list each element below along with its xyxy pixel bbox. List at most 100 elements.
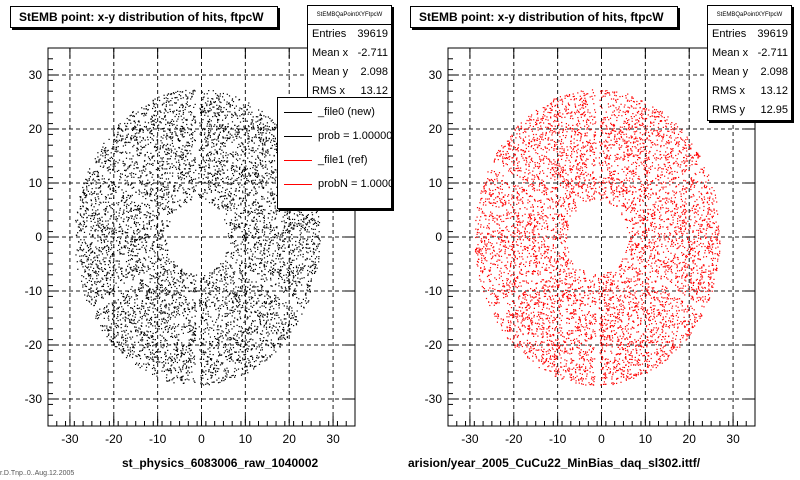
scatter-point — [158, 235, 160, 237]
scatter-point — [165, 123, 167, 126]
scatter-point — [109, 270, 111, 272]
scatter-point — [230, 298, 233, 300]
scatter-point — [264, 161, 267, 163]
scatter-point — [192, 118, 195, 120]
scatter-point — [92, 218, 95, 220]
scatter-point — [205, 145, 207, 147]
scatter-point — [143, 363, 145, 365]
scatter-point — [248, 173, 250, 175]
scatter-point — [191, 183, 193, 185]
scatter-point — [136, 206, 139, 208]
scatter-point — [225, 344, 228, 346]
scatter-point — [253, 217, 255, 219]
scatter-point — [104, 275, 106, 277]
scatter-point — [190, 153, 192, 155]
scatter-point — [144, 234, 146, 236]
scatter-point — [262, 140, 264, 142]
scatter-point — [244, 192, 246, 194]
scatter-point — [152, 162, 154, 165]
scatter-point — [221, 304, 223, 306]
scatter-point — [312, 208, 314, 210]
scatter-point — [236, 137, 238, 139]
scatter-point — [135, 113, 137, 115]
scatter-point — [288, 286, 290, 288]
scatter-point — [147, 193, 149, 195]
scatter-point — [108, 197, 111, 199]
scatter-point — [176, 347, 178, 349]
scatter-point — [278, 298, 280, 300]
scatter-point — [253, 228, 255, 230]
scatter-point — [104, 162, 106, 164]
scatter-point — [194, 289, 196, 291]
scatter-point — [139, 177, 141, 179]
scatter-point — [171, 303, 173, 305]
scatter-point — [292, 267, 295, 269]
scatter-point — [163, 193, 165, 195]
scatter-point — [163, 194, 165, 196]
scatter-point — [149, 136, 152, 138]
scatter-point — [97, 317, 100, 319]
scatter-point — [99, 250, 101, 252]
scatter-point — [276, 227, 278, 229]
scatter-point — [85, 255, 87, 257]
scatter-point — [265, 265, 267, 267]
scatter-point — [231, 252, 233, 254]
scatter-point — [109, 218, 111, 220]
scatter-point — [184, 199, 186, 201]
scatter-point — [283, 262, 285, 264]
scatter-point — [277, 243, 279, 245]
scatter-point — [160, 184, 162, 186]
scatter-point — [159, 292, 161, 294]
scatter-point — [183, 295, 185, 297]
scatter-point — [250, 348, 253, 350]
scatter-point — [168, 327, 171, 329]
scatter-point — [248, 328, 250, 330]
scatter-point — [169, 182, 171, 184]
scatter-point — [155, 103, 157, 105]
scatter-point — [145, 363, 147, 365]
scatter-point — [132, 111, 134, 113]
scatter-point — [119, 207, 121, 209]
scatter-point — [162, 347, 164, 349]
scatter-point — [229, 133, 231, 135]
scatter-point — [272, 274, 274, 276]
scatter-point — [150, 193, 152, 196]
scatter-point — [256, 183, 258, 185]
scatter-point — [170, 365, 172, 367]
scatter-point — [268, 129, 270, 131]
scatter-point — [227, 111, 229, 113]
scatter-point — [255, 116, 257, 118]
scatter-point — [241, 260, 243, 262]
scatter-point — [217, 341, 219, 344]
scatter-point — [205, 313, 207, 315]
scatter-point — [211, 146, 213, 148]
scatter-point — [244, 340, 246, 342]
scatter-point — [140, 129, 142, 131]
scatter-point — [104, 149, 106, 152]
scatter-point — [248, 126, 250, 128]
scatter-point — [145, 105, 147, 107]
scatter-point — [171, 276, 173, 278]
scatter-point — [248, 258, 250, 260]
scatter-point — [171, 335, 173, 337]
scatter-point — [229, 202, 231, 204]
scatter-point — [100, 280, 102, 282]
scatter-point — [272, 122, 274, 124]
scatter-point — [261, 187, 264, 189]
scatter-point — [237, 286, 240, 288]
scatter-point — [225, 282, 227, 284]
scatter-point — [222, 346, 225, 348]
scatter-point — [139, 259, 141, 261]
scatter-point — [306, 231, 308, 233]
scatter-point — [194, 178, 197, 180]
scatter-point — [195, 274, 198, 276]
scatter-point — [188, 372, 191, 374]
scatter-point — [134, 133, 136, 135]
scatter-point — [214, 197, 216, 199]
scatter-point — [231, 328, 233, 330]
scatter-point — [110, 341, 112, 343]
scatter-point — [174, 306, 176, 308]
scatter-point — [189, 311, 191, 313]
scatter-point — [181, 379, 183, 382]
scatter-point — [210, 181, 212, 183]
